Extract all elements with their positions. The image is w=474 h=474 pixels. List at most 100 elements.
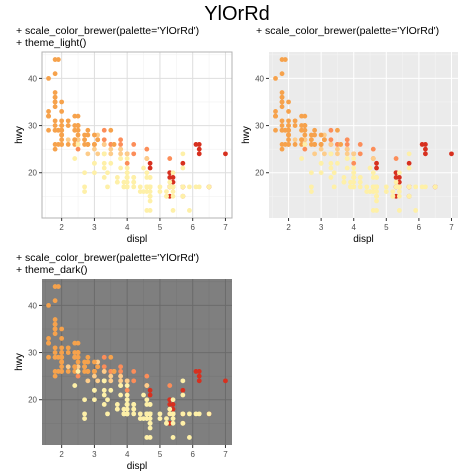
data-point: [75, 123, 81, 128]
data-point: [318, 146, 324, 152]
data-point: [137, 416, 143, 421]
data-point: [328, 151, 334, 157]
x-tick-label: 2: [286, 223, 291, 232]
data-point: [75, 142, 81, 147]
data-point: [144, 184, 150, 190]
data-point: [357, 151, 363, 157]
data-point: [92, 160, 97, 166]
data-point: [273, 109, 278, 114]
data-point: [390, 193, 396, 199]
data-point: [147, 193, 153, 199]
data-point: [393, 170, 399, 176]
data-point: [131, 369, 137, 374]
data-point: [144, 184, 150, 190]
data-point: [351, 175, 357, 180]
data-point: [292, 142, 298, 147]
data-point: [95, 132, 101, 138]
data-point: [351, 156, 357, 161]
data-point: [101, 160, 107, 166]
data-point: [144, 156, 150, 161]
data-point: [147, 175, 153, 180]
data-point: [124, 175, 130, 180]
data-point: [147, 420, 153, 426]
data-point: [75, 146, 81, 152]
data-point: [46, 109, 51, 114]
data-point: [85, 359, 91, 365]
data-point: [46, 113, 51, 119]
panel3-caption-line1: + scale_color_brewer(palette='YlOrRd'): [16, 252, 200, 264]
data-point: [374, 184, 379, 190]
data-point: [108, 387, 114, 393]
data-point: [114, 175, 120, 180]
data-point: [170, 406, 176, 412]
data-point: [124, 402, 130, 407]
plot-panel-background: [42, 279, 232, 445]
data-point: [101, 137, 107, 143]
data-point: [147, 411, 153, 417]
x-tick-label: 4: [351, 223, 356, 232]
data-point: [75, 123, 81, 128]
data-point: [82, 170, 87, 176]
y-tick-label: 40: [28, 74, 37, 83]
data-point: [118, 156, 124, 161]
data-point: [170, 411, 176, 417]
data-point: [108, 354, 114, 360]
data-point: [396, 189, 402, 194]
data-point: [308, 142, 314, 147]
data-point: [75, 137, 81, 143]
data-point: [59, 118, 65, 124]
data-point: [75, 142, 81, 147]
data-point: [65, 350, 71, 355]
data-point: [124, 184, 130, 190]
x-tick-label: 2: [59, 223, 64, 232]
x-tick-label: 5: [384, 223, 389, 232]
data-point: [180, 411, 186, 417]
data-point: [180, 411, 186, 417]
data-point: [52, 94, 58, 100]
data-point: [344, 142, 350, 147]
data-point: [124, 184, 130, 190]
data-point: [82, 184, 87, 190]
data-point: [157, 189, 163, 194]
data-point: [85, 151, 91, 157]
data-point: [147, 184, 153, 190]
data-point: [374, 193, 379, 199]
data-point: [328, 175, 334, 180]
data-point: [92, 142, 97, 147]
data-point: [157, 184, 163, 190]
data-point: [286, 123, 291, 128]
data-point: [131, 406, 137, 412]
data-point: [101, 151, 107, 157]
data-point: [299, 113, 304, 119]
data-point: [72, 354, 78, 360]
data-point: [72, 127, 78, 133]
data-point: [164, 189, 169, 194]
data-point: [114, 406, 120, 412]
data-point: [144, 411, 150, 417]
data-point: [52, 284, 58, 289]
data-point: [167, 170, 173, 176]
data-point: [406, 151, 412, 157]
data-point: [52, 90, 58, 95]
data-point: [52, 317, 58, 322]
data-point: [101, 369, 107, 374]
data-point: [144, 411, 150, 417]
data-point: [223, 378, 228, 384]
data-point: [59, 354, 65, 360]
data-point: [206, 411, 212, 417]
data-point: [147, 411, 153, 417]
data-point: [328, 127, 334, 133]
data-point: [59, 354, 65, 360]
data-point: [299, 127, 304, 133]
data-point: [147, 184, 153, 190]
data-point: [344, 146, 350, 152]
data-point: [144, 184, 150, 190]
data-point: [167, 156, 173, 161]
data-point: [396, 184, 402, 190]
data-point: [95, 364, 101, 370]
data-point: [302, 142, 308, 147]
y-axis-title: hwy: [14, 126, 25, 144]
data-point: [187, 208, 192, 213]
data-point: [351, 175, 357, 180]
data-point: [55, 284, 61, 289]
